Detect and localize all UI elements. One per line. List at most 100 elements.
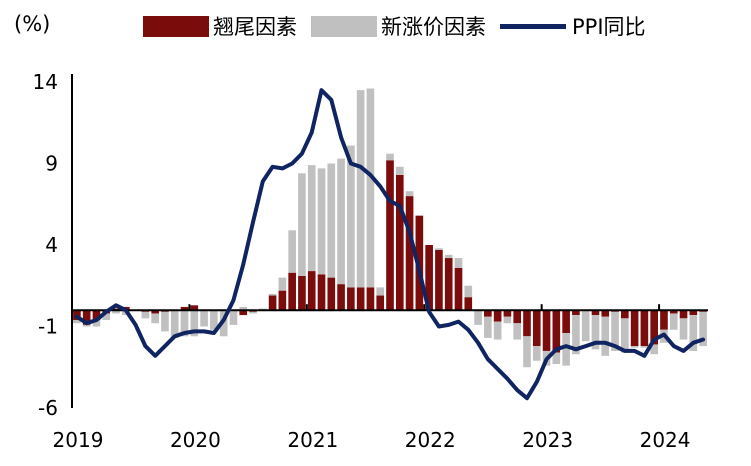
bar-carryover-2021-06	[356, 287, 365, 311]
x-tick-label: 2021	[287, 428, 338, 452]
bar-new-2022-05	[464, 285, 473, 298]
bar-carryover-2022-07	[484, 310, 492, 317]
x-tick-label: 2020	[170, 428, 221, 452]
bar-new-2023-06	[591, 315, 600, 350]
bar-new-2022-07	[484, 316, 492, 338]
bar-new-2020-12	[298, 173, 306, 276]
bar-carryover-2022-11	[523, 310, 531, 337]
bar-carryover-2023-07	[601, 310, 610, 317]
bar-new-2021-07	[366, 88, 375, 288]
bar-carryover-2020-06	[239, 310, 248, 316]
bar-new-2019-04	[102, 313, 111, 320]
bar-carryover-2022-03	[444, 258, 453, 311]
bar-carryover-2020-01	[190, 305, 199, 311]
bar-new-2019-01	[73, 319, 81, 324]
bar-new-2022-04	[454, 258, 463, 268]
bar-new-2020-10	[278, 277, 287, 291]
bar-carryover-2024-01	[660, 310, 668, 330]
bar-carryover-2023-12	[650, 310, 659, 345]
bar-new-2021-05	[347, 145, 355, 288]
bar-carryover-2021-02	[317, 274, 326, 311]
y-tick-label: -6	[38, 396, 58, 420]
bar-new-2023-10	[630, 346, 639, 348]
bar-carryover-2023-06	[591, 310, 600, 316]
bar-new-2020-09	[268, 293, 277, 296]
bar-carryover-2020-09	[268, 295, 277, 311]
y-tick-label: 9	[45, 152, 58, 176]
bar-new-2019-03	[92, 319, 101, 327]
bar-new-2019-12	[180, 310, 189, 337]
bar-carryover-2019-09	[151, 310, 159, 314]
bar-carryover-2021-08	[376, 295, 385, 311]
y-axis-ticks: 14 9 4 -1 -6	[33, 70, 58, 420]
bar-new-2021-10	[395, 166, 404, 175]
bar-new-2022-10	[513, 323, 522, 340]
y-axis-unit-label: (%)	[14, 12, 51, 36]
bar-carryover-2024-02	[669, 310, 678, 314]
bar-new-2021-08	[376, 287, 385, 296]
legend-label-carryover: 翘尾因素	[213, 15, 297, 39]
bar-carryover-2020-11	[288, 272, 296, 311]
ppi-yoy-line	[74, 88, 706, 401]
bar-carryover-2020-10	[278, 290, 287, 311]
bar-carryover-2019-02	[82, 310, 91, 325]
bar-new-2022-02	[435, 248, 443, 250]
legend-label-ppi: PPI同比	[572, 15, 646, 39]
legend-swatch-carryover	[143, 15, 209, 37]
bar-carryover-2021-07	[366, 287, 375, 311]
bar-new-2019-08	[141, 311, 150, 319]
bar-new-2022-12	[532, 346, 541, 361]
x-axis-ticks: 2019 2020 2021 2022 2023 2024	[53, 304, 691, 452]
bar-carryover-2022-12	[532, 310, 541, 347]
bar-new-2020-11	[288, 230, 296, 273]
x-tick-label: 2024	[640, 428, 691, 452]
x-tick-label: 2023	[522, 428, 573, 452]
bar-new-2021-01	[307, 165, 316, 272]
bar-carryover-2022-02	[435, 249, 443, 311]
legend-item-ppi: PPI同比	[500, 11, 646, 41]
bar-carryover-2022-04	[454, 267, 463, 311]
bar-carryover-2022-10	[513, 310, 522, 324]
bar-new-2022-08	[493, 321, 502, 340]
bar-carryover-2023-04	[572, 310, 580, 316]
bar-new-2020-06	[239, 306, 248, 311]
y-tick-label: 14	[33, 70, 58, 94]
bar-new-2019-02	[82, 324, 91, 327]
bar-new-2023-04	[572, 315, 580, 355]
bar-carryover-2021-11	[405, 196, 414, 311]
bar-new-2023-03	[562, 333, 570, 366]
bar-new-2020-05	[229, 310, 238, 325]
bar-carryover-2021-10	[395, 174, 404, 311]
bar-carryover-2023-02	[552, 310, 561, 353]
bar-new-2022-09	[503, 316, 512, 324]
bar-carryover-2019-03	[92, 310, 101, 320]
bar-carryover-2022-09	[503, 310, 512, 317]
bar-new-2020-07	[249, 311, 257, 314]
bar-carryover-2023-01	[542, 310, 551, 351]
legend: 翘尾因素 新涨价因素 PPI同比	[143, 11, 660, 41]
bar-new-2020-02	[200, 310, 208, 327]
bar-new-2022-03	[444, 254, 453, 259]
bar-carryover-2021-01	[307, 271, 316, 311]
bar-new-2024-04	[689, 315, 698, 351]
bar-new-2023-07	[601, 316, 610, 356]
bars-layer	[73, 88, 707, 368]
bar-carryover-2024-04	[689, 310, 698, 316]
bar-new-2021-02	[317, 168, 326, 275]
legend-item-new: 新涨价因素	[311, 11, 486, 41]
legend-item-carryover: 翘尾因素	[143, 11, 297, 41]
bar-new-2019-10	[161, 311, 169, 332]
bar-carryover-2023-11	[640, 310, 649, 347]
bar-carryover-2021-09	[386, 160, 394, 311]
line-layer	[74, 88, 706, 401]
bar-new-2019-05	[112, 310, 120, 314]
bar-carryover-2024-03	[679, 310, 688, 319]
bar-new-2021-03	[327, 163, 336, 278]
bar-new-2023-11	[640, 346, 649, 348]
bar-new-2023-09	[621, 318, 629, 353]
legend-swatch-new	[311, 15, 377, 37]
bar-carryover-2022-01	[425, 245, 433, 311]
bar-carryover-2021-03	[327, 277, 336, 311]
bar-carryover-2020-12	[298, 275, 306, 311]
